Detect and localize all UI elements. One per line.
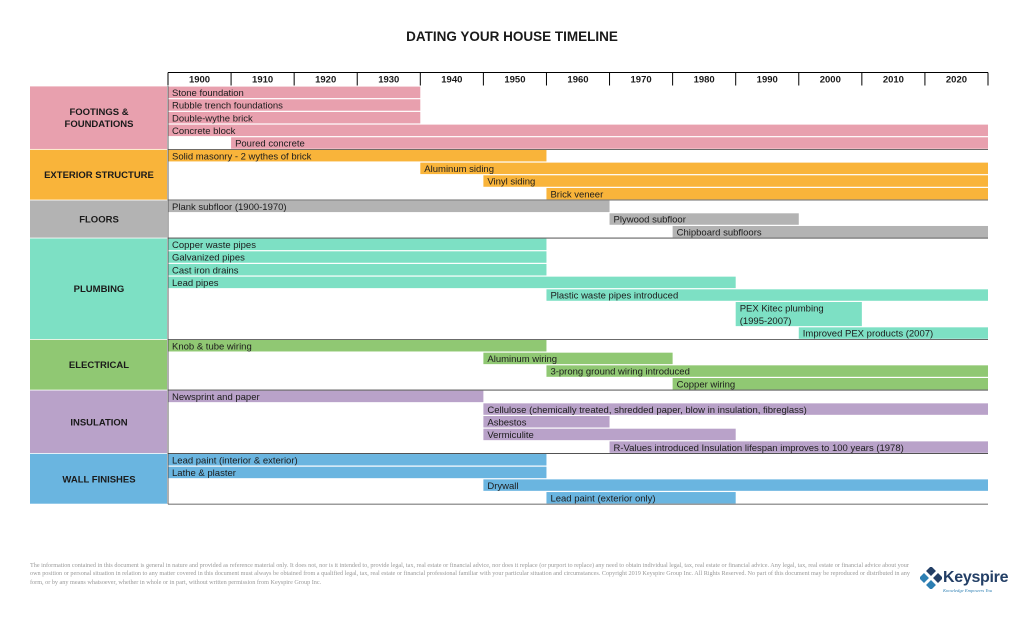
category-label: EXTERIOR STRUCTURE	[44, 170, 154, 181]
bar-label: Asbestos	[487, 417, 526, 428]
x-tick-label: 1910	[252, 75, 273, 86]
timeline-bar	[168, 454, 547, 466]
chart-title: DATING YOUR HOUSE TIMELINE	[406, 29, 618, 44]
timeline-bar	[483, 352, 673, 365]
timeline-bar	[546, 365, 988, 377]
category-label: INSULATION	[70, 417, 127, 428]
bar-label: Improved PEX products (2007)	[803, 329, 933, 340]
x-tick-label: 1900	[189, 75, 210, 86]
bar-label: Aluminum wiring	[487, 354, 557, 365]
timeline-bar	[168, 99, 421, 111]
bar-label: PEX Kitec plumbing	[740, 303, 824, 314]
timeline-bar	[168, 466, 547, 479]
timeline-bar	[483, 175, 988, 187]
bar-label: Double-wythe brick	[172, 113, 253, 124]
timeline-bar	[798, 327, 988, 339]
category-label: PLUMBING	[74, 284, 125, 295]
category-block	[30, 390, 167, 454]
bar-label: Chipboard subfloors	[677, 227, 762, 238]
category-block	[30, 238, 167, 339]
category-label: WALL FINISHES	[62, 474, 135, 485]
timeline-bar	[672, 378, 988, 390]
keyspire-logo: Keyspire Knowledge Empowers You	[920, 563, 1016, 599]
timeline-bar	[168, 251, 547, 263]
category-block	[30, 200, 167, 238]
timeline-bar	[168, 238, 547, 251]
disclaimer-text: The information contained in this docume…	[30, 562, 910, 586]
timeline-bar	[168, 149, 547, 162]
timeline-bar	[672, 225, 988, 238]
category-label: ELECTRICAL	[69, 360, 129, 371]
timeline-bar	[483, 479, 988, 491]
category-label: FLOORS	[79, 215, 119, 226]
timeline-bar	[420, 162, 988, 175]
x-tick-label: 1920	[315, 75, 336, 86]
x-tick-label: 2010	[883, 75, 904, 86]
bar-label: Drywall	[487, 481, 518, 492]
bar-label: Lead pipes	[172, 278, 219, 289]
bar-label: Lathe & plaster	[172, 468, 236, 479]
bar-label: Plank subfloor (1900-1970)	[172, 202, 287, 213]
bar-label: R-Values introduced Insulation lifespan …	[614, 443, 904, 454]
x-tick-label: 1950	[504, 75, 525, 86]
bar-label: Cast iron drains	[172, 265, 239, 276]
bar-label: Stone foundation	[172, 88, 244, 99]
x-tick-label: 1940	[441, 75, 462, 86]
timeline-bar	[735, 301, 862, 327]
x-tick-label: 1960	[567, 75, 588, 86]
bar-label: Vinyl siding	[487, 177, 535, 188]
bar-label: Plastic waste pipes introduced	[550, 291, 678, 302]
timeline-bar	[168, 86, 421, 99]
timeline-bar	[609, 441, 988, 453]
bar-label: Poured concrete	[235, 139, 305, 150]
bar-label: Knob & tube wiring	[172, 341, 252, 352]
timeline-bar	[168, 263, 547, 276]
category-block	[30, 339, 167, 390]
timeline-bar	[231, 137, 989, 149]
x-tick-label: 2000	[820, 75, 841, 86]
timeline-bar	[546, 289, 988, 301]
bar-label: Lead paint (exterior only)	[550, 493, 655, 504]
bar-label: Galvanized pipes	[172, 253, 245, 264]
bar-label: 3-prong ground wiring introduced	[550, 367, 689, 378]
category-label: FOOTINGS & FOUNDATIONS	[65, 107, 134, 130]
logo-tagline: Knowledge Empowers You	[943, 588, 993, 593]
x-tick-label: 1990	[757, 75, 778, 86]
timeline-bar	[168, 340, 547, 352]
bar-label: Concrete block	[172, 126, 236, 137]
bar-label: Cellulose (chemically treated, shredded …	[487, 405, 806, 416]
timeline-bar	[168, 200, 610, 213]
timeline-bar	[609, 213, 799, 225]
timeline-bar	[168, 390, 484, 403]
bar-label: Aluminum siding	[424, 164, 494, 175]
category-block	[30, 86, 167, 149]
timeline-bar	[483, 403, 988, 415]
timeline-bar	[168, 124, 988, 137]
bar-label: Solid masonry - 2 wythes of brick	[172, 151, 312, 162]
bar-label-line2: (1995-2007)	[740, 316, 792, 327]
timeline-bar	[546, 187, 988, 200]
category-block	[30, 149, 167, 200]
timeline-chart: 1900 1910 1920 1930 1940 1950 1960 1970 1980 1990…	[30, 72, 989, 505]
timeline-bar	[483, 416, 610, 428]
timeline-bar	[483, 428, 736, 441]
timeline-bar	[168, 276, 736, 289]
x-tick-label: 1930	[378, 75, 399, 86]
x-tick-label: 1980	[694, 75, 715, 86]
logo-name: Keyspire	[943, 569, 1009, 586]
bar-label: Newsprint and paper	[172, 392, 260, 403]
logo-mark-icon	[920, 567, 942, 589]
bar-label: Vermiculite	[487, 430, 533, 441]
bar-label: Plywood subfloor	[614, 215, 686, 226]
category-block	[30, 453, 167, 504]
timeline-bar	[168, 111, 421, 124]
timeline-bar	[546, 492, 736, 504]
bar-label: Lead paint (interior & exterior)	[172, 455, 298, 466]
bar-label: Copper waste pipes	[172, 240, 256, 251]
bar-label: Copper wiring	[677, 379, 736, 390]
bar-label: Rubble trench foundations	[172, 101, 283, 112]
bar-label: Brick veneer	[550, 189, 603, 200]
x-tick-label: 2020	[946, 75, 967, 86]
x-tick-label: 1970	[631, 75, 652, 86]
